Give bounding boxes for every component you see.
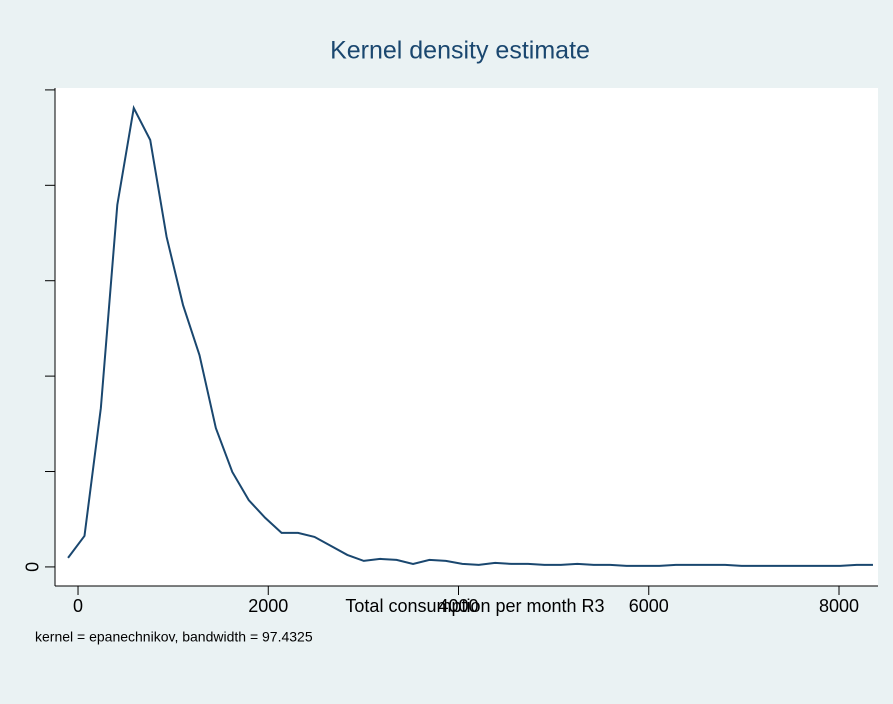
- x-tick-label: 0: [73, 596, 83, 616]
- x-tick-label: 2000: [248, 596, 288, 616]
- y-tick-label: 0: [23, 562, 43, 572]
- plot-area: [55, 88, 878, 586]
- x-tick-label: 6000: [629, 596, 669, 616]
- density-line: [67, 104, 873, 567]
- x-axis-label: Total consumption per month R3: [345, 596, 604, 616]
- note: kernel = epanechnikov, bandwidth = 97.43…: [35, 629, 313, 645]
- x-tick-label: 8000: [819, 596, 859, 616]
- chart-title: Kernel density estimate: [330, 37, 590, 65]
- x-tick-label: 4000: [438, 596, 478, 616]
